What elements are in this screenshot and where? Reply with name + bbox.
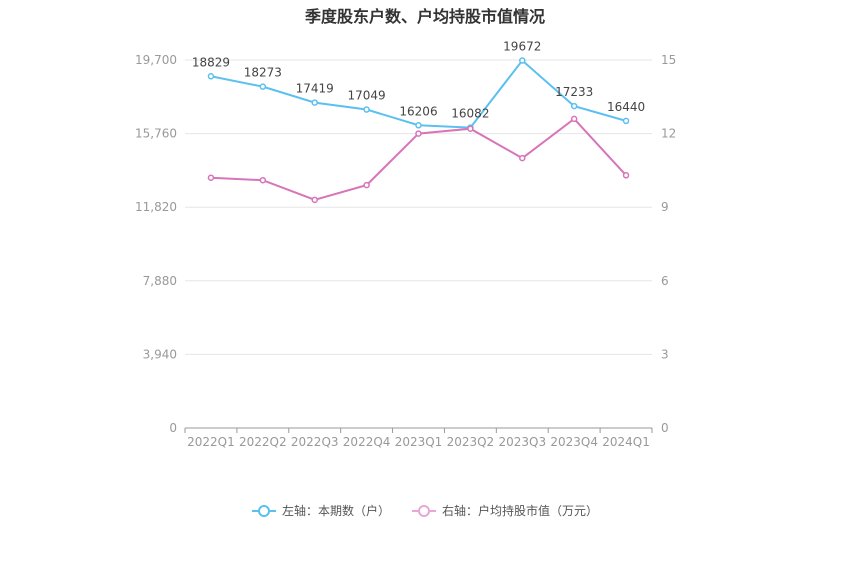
- data-label: 16206: [399, 104, 437, 118]
- legend: 左轴：本期数（户） 右轴：户均持股市值（万元）: [0, 502, 850, 519]
- data-point-right: [207, 174, 215, 182]
- data-point-left: [259, 83, 267, 90]
- legend-label-left: 左轴：本期数（户）: [281, 504, 390, 518]
- data-label: 18829: [192, 55, 230, 69]
- data-point-left: [363, 106, 370, 113]
- x-tick-label: 2023Q2: [447, 435, 495, 449]
- y-right-tick-label: 15: [661, 53, 676, 67]
- data-point-right: [570, 115, 578, 123]
- x-tick-label: 2022Q3: [291, 435, 339, 449]
- data-point-right: [519, 154, 526, 162]
- legend-item-left[interactable]: 左轴：本期数（户）: [251, 502, 390, 519]
- y-left-tick-label: 15,760: [135, 127, 177, 141]
- x-tick-label: 2023Q3: [498, 435, 546, 449]
- data-label: 16440: [607, 100, 645, 114]
- x-tick-label: 2022Q1: [187, 435, 235, 449]
- y-left-tick-label: 0: [169, 421, 177, 435]
- legend-marker-right-icon: [412, 504, 436, 517]
- data-point-right: [622, 172, 630, 179]
- data-label: 17049: [348, 89, 386, 103]
- data-point-left: [207, 73, 215, 80]
- data-label: 18273: [244, 66, 282, 80]
- data-point-right: [415, 130, 422, 137]
- x-tick-label: 2023Q4: [550, 435, 598, 449]
- y-left-tick-label: 3,940: [143, 347, 177, 361]
- y-left-tick-label: 7,880: [143, 274, 177, 288]
- x-tick-label: 2022Q2: [239, 435, 287, 449]
- data-point-right: [259, 176, 267, 184]
- data-point-left: [519, 57, 526, 64]
- legend-marker-left-icon: [251, 504, 276, 517]
- data-label: 17419: [296, 82, 334, 96]
- y-right-tick-label: 6: [661, 274, 669, 288]
- y-left-tick-label: 19,700: [135, 53, 177, 67]
- x-tick-label: 2024Q1: [602, 435, 650, 449]
- y-right-tick-label: 0: [661, 421, 669, 435]
- y-left-tick-label: 11,820: [135, 200, 177, 214]
- y-right-tick-label: 9: [661, 200, 669, 214]
- data-point-right: [363, 181, 370, 189]
- chart-title: 季度股东户数、户均持股市值情况: [304, 7, 545, 26]
- x-tick-label: 2022Q4: [343, 435, 391, 449]
- data-point-right: [467, 125, 474, 132]
- data-point-left: [622, 117, 630, 125]
- data-point-left: [570, 102, 578, 110]
- data-label: 16082: [451, 107, 489, 121]
- data-point-left: [415, 122, 422, 129]
- data-label: 19672: [503, 40, 541, 54]
- y-right-tick-label: 12: [661, 127, 676, 141]
- legend-label-right: 右轴：户均持股市值（万元）: [442, 504, 599, 518]
- x-tick-label: 2023Q1: [395, 435, 443, 449]
- data-label: 17233: [555, 85, 593, 99]
- legend-item-right[interactable]: 右轴：户均持股市值（万元）: [412, 502, 598, 519]
- data-point-left: [311, 99, 318, 106]
- data-point-right: [311, 196, 318, 204]
- y-right-tick-label: 3: [661, 347, 669, 361]
